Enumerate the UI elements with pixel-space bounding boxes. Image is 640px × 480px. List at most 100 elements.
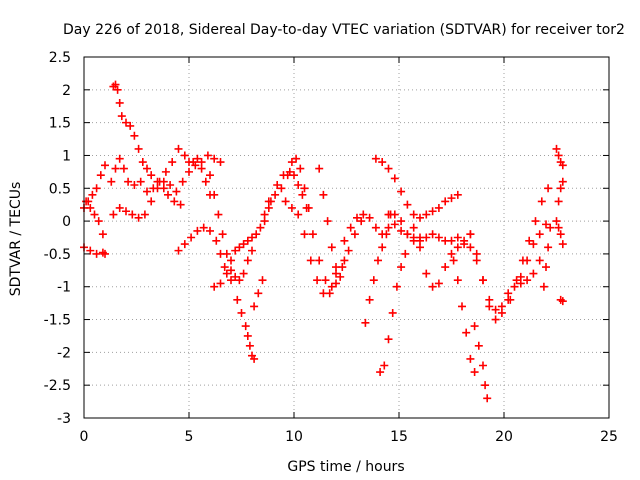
data-point <box>243 256 252 265</box>
data-point <box>336 272 345 281</box>
data-point <box>392 282 401 291</box>
data-point <box>86 203 95 212</box>
data-point <box>371 154 380 163</box>
data-point <box>491 305 500 314</box>
data-point <box>325 289 334 298</box>
data-point <box>252 230 261 239</box>
data-point <box>378 158 387 167</box>
data-point <box>466 354 475 363</box>
series-track-4 <box>109 80 185 209</box>
data-point <box>271 190 280 199</box>
y-tick-label: -0.5 <box>44 247 71 263</box>
data-point <box>529 269 538 278</box>
data-point <box>546 223 555 232</box>
data-point <box>466 230 475 239</box>
data-point <box>206 226 214 235</box>
data-point <box>556 230 565 239</box>
data-point <box>384 223 393 232</box>
data-point <box>147 171 156 180</box>
data-point <box>539 282 548 291</box>
data-point <box>453 243 462 252</box>
data-point <box>397 187 406 196</box>
data-point <box>107 177 116 186</box>
data-point <box>397 226 406 235</box>
data-point <box>428 207 437 216</box>
data-point <box>523 256 532 265</box>
data-point <box>86 246 95 255</box>
data-point <box>558 240 567 249</box>
data-point <box>346 223 355 232</box>
data-point <box>273 180 282 189</box>
data-point <box>115 154 124 163</box>
data-point <box>319 190 328 199</box>
y-tick-label: 2.5 <box>49 50 71 66</box>
series-track-3 <box>82 197 107 239</box>
series-track-19 <box>371 154 462 222</box>
y-tick-label: -2 <box>57 345 71 361</box>
data-point <box>96 171 105 180</box>
data-point <box>187 233 196 242</box>
data-point <box>243 331 252 340</box>
data-point <box>287 158 296 167</box>
data-point <box>159 177 168 186</box>
y-axis-title: SDTVAR / TECUs <box>8 182 24 297</box>
data-point <box>260 217 269 226</box>
data-point <box>218 230 227 239</box>
y-tick-label: 2 <box>62 83 71 99</box>
data-point <box>254 289 263 298</box>
data-point <box>180 151 189 160</box>
data-point <box>250 302 259 311</box>
data-point <box>422 269 431 278</box>
data-point <box>239 269 248 278</box>
data-point <box>243 236 252 245</box>
data-point <box>369 276 378 285</box>
data-point <box>258 276 267 285</box>
data-point <box>552 144 561 153</box>
data-point <box>529 240 538 249</box>
series-track-31 <box>556 295 567 306</box>
data-point <box>281 197 290 206</box>
data-points <box>80 80 567 403</box>
data-point <box>130 180 139 189</box>
data-point <box>231 272 240 281</box>
data-point <box>315 164 324 173</box>
series-track-14 <box>281 197 366 298</box>
data-point <box>344 246 353 255</box>
data-point <box>558 177 567 186</box>
x-tick-label: 0 <box>80 429 89 445</box>
data-point <box>422 210 431 219</box>
y-tick-label: -3 <box>57 411 71 427</box>
data-point <box>384 164 393 173</box>
series-track-30 <box>554 223 567 249</box>
data-point <box>277 184 286 193</box>
data-point <box>201 177 210 186</box>
data-point <box>138 158 147 167</box>
data-point <box>264 197 273 206</box>
data-point <box>178 177 187 186</box>
data-point <box>535 256 544 265</box>
data-point <box>556 184 565 193</box>
data-point <box>212 236 221 245</box>
x-tick-label: 25 <box>600 429 618 445</box>
data-point <box>220 263 229 272</box>
data-point <box>143 164 151 173</box>
data-point <box>422 233 431 242</box>
series-track-8 <box>206 171 256 285</box>
data-point <box>497 308 506 317</box>
data-point <box>315 256 324 265</box>
data-point <box>130 131 139 140</box>
series-track-13 <box>264 154 340 291</box>
data-point <box>416 213 424 222</box>
y-tick-label: -1.5 <box>44 313 71 329</box>
data-point <box>111 80 120 89</box>
data-point <box>523 276 532 285</box>
data-point <box>453 276 462 285</box>
data-point <box>143 187 151 196</box>
x-tick-label: 15 <box>390 429 408 445</box>
data-point <box>164 190 172 199</box>
data-point <box>376 368 385 377</box>
data-point <box>416 243 424 252</box>
data-point <box>231 246 240 255</box>
data-point <box>185 167 193 176</box>
